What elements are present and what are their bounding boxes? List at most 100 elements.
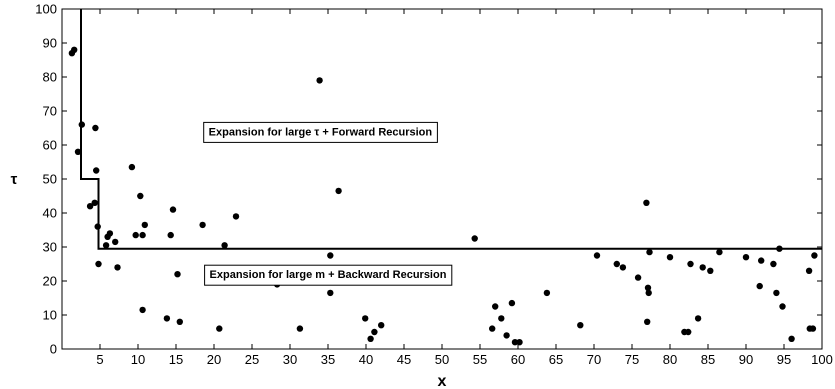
data-point	[137, 192, 144, 200]
x-tick-label: 30	[283, 352, 297, 367]
data-point	[503, 332, 510, 339]
data-point	[139, 306, 146, 314]
data-point	[221, 242, 228, 249]
data-point	[613, 260, 620, 268]
data-point	[371, 328, 378, 336]
x-tick-label: 40	[359, 352, 373, 367]
x-tick-label: 75	[625, 352, 639, 367]
x-tick-label: 55	[473, 352, 487, 367]
data-point	[92, 124, 99, 132]
data-point	[71, 46, 78, 53]
annotation-box: Expansion for large τ + Forward Recursio…	[203, 121, 438, 143]
x-tick-label: 5	[96, 352, 103, 367]
data-point	[335, 187, 342, 195]
data-point	[516, 339, 523, 346]
y-tick-label: 50	[43, 172, 57, 187]
data-point	[694, 315, 702, 322]
y-tick-label: 10	[43, 308, 57, 323]
data-point	[756, 282, 763, 290]
x-axis-label: x	[438, 373, 447, 389]
data-point	[811, 252, 818, 259]
data-point	[634, 274, 642, 281]
data-point	[543, 289, 551, 297]
data-point	[644, 318, 651, 325]
data-point	[498, 315, 505, 322]
data-point	[362, 315, 369, 322]
data-point	[593, 252, 601, 259]
y-tick-label: 100	[35, 2, 57, 17]
data-point	[646, 248, 653, 256]
y-tick-label: 80	[43, 70, 57, 85]
data-point	[174, 271, 181, 278]
data-point	[128, 163, 136, 171]
data-point	[779, 303, 786, 310]
x-tick-label: 95	[777, 352, 791, 367]
annotation-frame	[204, 264, 453, 286]
data-point	[367, 335, 374, 342]
annotation-frame	[203, 121, 438, 143]
data-point	[809, 325, 817, 332]
data-point	[489, 325, 496, 332]
data-point	[296, 325, 304, 332]
data-point	[645, 289, 652, 297]
x-tick-label: 25	[245, 352, 259, 367]
data-point	[805, 267, 813, 274]
data-point	[770, 260, 777, 268]
data-point	[132, 231, 139, 239]
data-point	[707, 267, 714, 274]
y-axis-label: τ	[11, 171, 18, 188]
x-tick-label: 10	[131, 352, 145, 367]
y-tick-label: 40	[43, 206, 57, 221]
data-point	[102, 242, 110, 249]
x-tick-label: 70	[587, 352, 601, 367]
x-tick-label: 90	[739, 352, 753, 367]
data-point	[685, 328, 692, 336]
data-point	[508, 299, 516, 307]
data-point	[378, 322, 385, 329]
data-point	[139, 231, 146, 239]
annotations: Expansion for large τ + Forward Recursio…	[203, 121, 453, 286]
x-tick-label: 80	[663, 352, 677, 367]
x-tick-label: 100	[811, 352, 833, 367]
y-tick-label: 30	[43, 240, 57, 255]
data-point	[788, 335, 795, 342]
data-point	[176, 318, 183, 325]
x-tick-label: 65	[549, 352, 563, 367]
data-point	[114, 264, 121, 271]
x-tick-label: 60	[511, 352, 525, 367]
y-tick-label: 0	[50, 342, 57, 357]
data-point	[232, 213, 240, 220]
data-point	[327, 289, 334, 297]
data-point	[644, 284, 652, 291]
data-point	[699, 264, 706, 271]
data-point	[758, 257, 765, 264]
data-point	[91, 199, 98, 206]
data-point	[776, 245, 783, 252]
data-point	[95, 260, 102, 268]
data-point	[492, 303, 499, 310]
data-point	[167, 231, 174, 239]
plot-frame	[61, 8, 823, 350]
data-point	[742, 254, 750, 261]
annotation-text: Expansion for large τ + Forward Recursio…	[209, 126, 433, 138]
data-point	[316, 77, 323, 84]
x-tick-label: 35	[321, 352, 335, 367]
x-tick-label: 15	[169, 352, 183, 367]
y-tick-label: 70	[43, 104, 57, 119]
x-tick-label: 45	[397, 352, 411, 367]
data-point	[94, 223, 101, 230]
annotation-text: Expansion for large m + Backward Recursi…	[210, 269, 447, 281]
data-point	[169, 206, 177, 213]
data-point	[471, 235, 478, 242]
data-point	[216, 325, 223, 332]
x-tick-label: 20	[207, 352, 221, 367]
data-point	[666, 254, 674, 261]
y-tick-label: 90	[43, 36, 57, 51]
x-tick-label: 85	[701, 352, 715, 367]
data-point	[773, 289, 780, 297]
data-point	[112, 238, 119, 246]
data-point	[163, 315, 171, 322]
y-tick-label: 60	[43, 138, 57, 153]
data-point	[199, 221, 206, 229]
